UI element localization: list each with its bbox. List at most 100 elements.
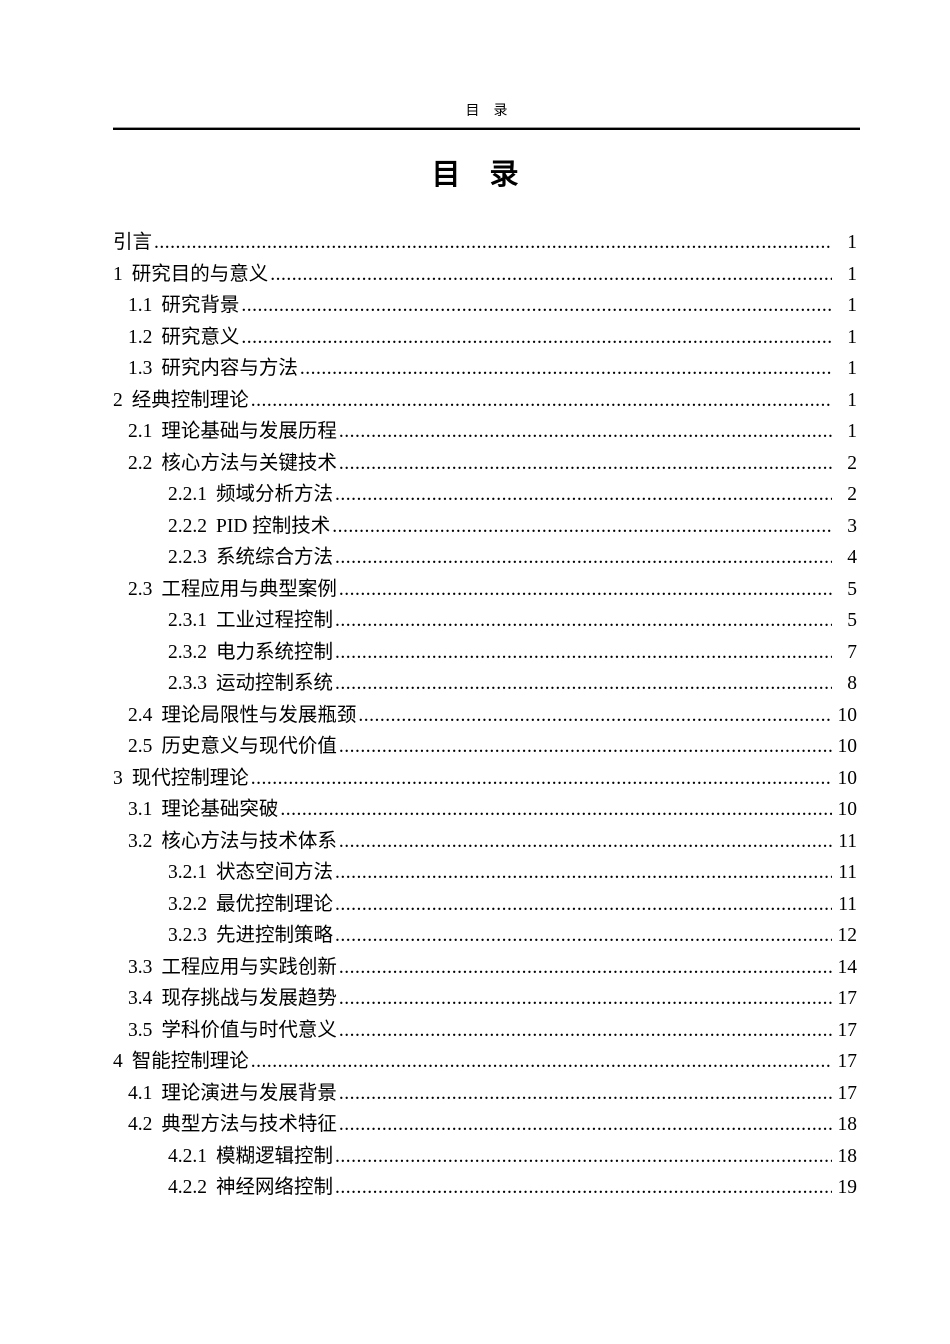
toc-page-number: 17 — [837, 988, 858, 1009]
toc-leader-dots: ........................................… — [338, 1114, 832, 1135]
toc-leader-dots: ........................................… — [335, 1177, 832, 1198]
toc-entry-title: 频域分析方法 — [216, 484, 334, 505]
toc-entry-number: 1.2 — [128, 326, 153, 348]
toc-entry-number: 3.5 — [128, 1019, 153, 1041]
toc-entry[interactable]: 3.2.3 先进控制策略.............................… — [113, 920, 857, 952]
toc-entry[interactable]: 2.2 核心方法与关键技术............................… — [113, 448, 857, 480]
toc-page-number: 11 — [838, 862, 857, 883]
toc-entry-title: 工程应用与实践创新 — [161, 956, 337, 978]
toc-entry[interactable]: 3 现代控制理论.................................… — [113, 763, 857, 795]
toc-entry-title: 电力系统控制 — [216, 641, 334, 663]
toc-leader-dots: ........................................… — [338, 578, 832, 600]
toc-entry[interactable]: 2.3.3 运动控制系统.............................… — [113, 668, 857, 700]
toc-entry[interactable]: 4.1 理论演进与发展背景............................… — [113, 1078, 857, 1110]
toc-entry[interactable]: 1.3 研究内容与方法..............................… — [113, 353, 857, 385]
toc-page-number: 8 — [847, 673, 857, 694]
toc-page-number: 1 — [847, 421, 857, 442]
toc-entry[interactable]: 2.5 历史意义与现代价值............................… — [113, 731, 857, 763]
toc-page-number: 11 — [838, 893, 857, 915]
toc-entry[interactable]: 1.1 研究背景.................................… — [113, 290, 857, 322]
toc-entry-title: 理论基础与发展历程 — [161, 421, 337, 442]
toc-entry[interactable]: 3.1 理论基础突破...............................… — [113, 794, 857, 826]
toc-entry[interactable]: 2.2.2 PID 控制技术...........................… — [113, 511, 857, 543]
toc-leader-dots: ........................................… — [250, 389, 832, 411]
toc-entry-title: 理论演进与发展背景 — [161, 1082, 337, 1104]
toc-leader-dots: ........................................… — [338, 956, 832, 978]
toc-entry-number: 2.1 — [128, 421, 153, 442]
toc-page-number: 1 — [847, 295, 857, 316]
toc-page-number: 17 — [837, 1019, 858, 1041]
toc-entry[interactable]: 3.5 学科价值与时代意义............................… — [113, 1015, 857, 1047]
toc-page-number: 12 — [837, 925, 858, 946]
toc-entry[interactable]: 4.2.2 神经网络控制.............................… — [113, 1172, 857, 1204]
toc-page-number: 2 — [847, 484, 857, 505]
toc-entry-number: 3.2 — [128, 830, 153, 852]
toc-entry-number: 2.3.2 — [168, 641, 207, 663]
toc-entry[interactable]: 2.3 工程应用与典型案例............................… — [113, 574, 857, 606]
toc-entry-number: 2.4 — [128, 704, 153, 726]
toc-entry-number: 2.2.2 — [168, 515, 207, 537]
toc-entry[interactable]: 2.3.1 工业过程控制.............................… — [113, 605, 857, 637]
toc-entry[interactable]: 3.2 核心方法与技术体系............................… — [113, 826, 857, 858]
toc-entry-title: 工程应用与典型案例 — [161, 578, 337, 600]
toc-entry-title: 最优控制理论 — [216, 893, 334, 915]
toc-entry[interactable]: 2.3.2 电力系统控制.............................… — [113, 637, 857, 669]
toc-page-number: 3 — [847, 515, 857, 537]
toc-leader-dots: ........................................… — [335, 862, 832, 883]
toc-entry-title: 典型方法与技术特征 — [161, 1114, 337, 1135]
toc-leader-dots: ........................................… — [338, 830, 832, 852]
toc-entry-number: 3.2.1 — [168, 862, 207, 883]
toc-entry[interactable]: 2.4 理论局限性与发展瓶颈...........................… — [113, 700, 857, 732]
toc-entry-title: 现存挑战与发展趋势 — [161, 988, 337, 1009]
toc-page-number: 1 — [847, 326, 857, 348]
toc-entry[interactable]: 1 研究目的与意义................................… — [113, 259, 857, 291]
toc-page-number: 10 — [837, 799, 858, 820]
toc-leader-dots: ........................................… — [250, 1051, 832, 1072]
toc-entry[interactable]: 2.1 理论基础与发展历程............................… — [113, 416, 857, 448]
toc-entry[interactable]: 3.2.1 状态空间方法.............................… — [113, 857, 857, 889]
toc-entry-title: 先进控制策略 — [216, 925, 334, 946]
toc-entry-number: 3.2.3 — [168, 925, 207, 946]
toc-entry-number: 3 — [113, 767, 123, 789]
toc-list: 引言......................................… — [113, 227, 857, 1204]
toc-entry[interactable]: 3.4 现存挑战与发展趋势............................… — [113, 983, 857, 1015]
toc-page-number: 19 — [837, 1177, 858, 1198]
toc-entry-number: 4.2.1 — [168, 1145, 207, 1167]
toc-entry[interactable]: 1.2 研究意义.................................… — [113, 322, 857, 354]
toc-entry-title: 研究内容与方法 — [161, 358, 298, 379]
toc-entry[interactable]: 4.2.1 模糊逻辑控制.............................… — [113, 1141, 857, 1173]
toc-entry[interactable]: 3.2.2 最优控制理论.............................… — [113, 889, 857, 921]
toc-entry[interactable]: 引言......................................… — [113, 227, 857, 259]
toc-leader-dots: ........................................… — [250, 767, 832, 789]
toc-page-number: 1 — [847, 263, 857, 285]
toc-entry[interactable]: 2.2.1 频域分析方法.............................… — [113, 479, 857, 511]
toc-page-number: 1 — [847, 389, 857, 411]
toc-entry-title: 状态空间方法 — [216, 862, 334, 883]
toc-leader-dots: ........................................… — [338, 1019, 832, 1041]
toc-leader-dots: ........................................… — [338, 421, 832, 442]
toc-page-number: 18 — [837, 1114, 858, 1135]
toc-entry[interactable]: 4 智能控制理论.................................… — [113, 1046, 857, 1078]
toc-page-number: 2 — [847, 452, 857, 474]
toc-entry-title: 历史意义与现代价值 — [161, 736, 337, 757]
toc-page-number: 5 — [847, 578, 857, 600]
toc-leader-dots: ........................................… — [338, 452, 832, 474]
toc-entry-title: 系统综合方法 — [216, 547, 334, 568]
toc-page-number: 7 — [847, 641, 857, 663]
toc-leader-dots: ........................................… — [338, 988, 832, 1009]
toc-entry-number: 4 — [113, 1051, 123, 1072]
toc-entry-number: 4.1 — [128, 1082, 153, 1104]
toc-page-number: 17 — [837, 1082, 858, 1104]
toc-leader-dots: ........................................… — [299, 358, 832, 379]
toc-entry-title: 工业过程控制 — [216, 610, 334, 631]
toc-entry[interactable]: 4.2 典型方法与技术特征............................… — [113, 1109, 857, 1141]
toc-entry[interactable]: 2 经典控制理论.................................… — [113, 385, 857, 417]
header-rule — [113, 127, 860, 130]
toc-entry[interactable]: 3.3 工程应用与实践创新............................… — [113, 952, 857, 984]
toc-entry-title: 模糊逻辑控制 — [216, 1145, 334, 1167]
running-header-text: 目 录 — [465, 104, 508, 119]
toc-page-number: 17 — [837, 1051, 858, 1072]
toc-entry[interactable]: 2.2.3 系统综合方法.............................… — [113, 542, 857, 574]
toc-page-number: 11 — [838, 830, 857, 852]
